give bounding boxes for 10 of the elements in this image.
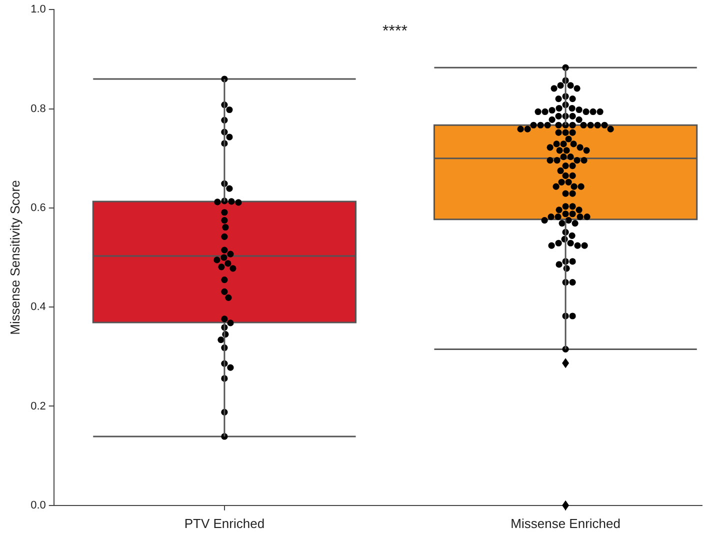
y-tick-label: 1.0 [30,4,46,16]
y-tick-label: 0.8 [30,102,46,115]
annotation: **** [382,23,408,40]
y-axis-title: Missense Sensitivity Score [7,180,22,335]
x-tick-label: Missense Enriched [510,516,620,531]
x-tick-label: PTV Enriched [184,516,265,531]
y-tick-label: 0.2 [30,400,46,412]
y-tick-label: 0.0 [30,499,46,512]
y-tick-label: 0.6 [30,202,46,214]
y-tick-label: 0.4 [30,301,46,314]
